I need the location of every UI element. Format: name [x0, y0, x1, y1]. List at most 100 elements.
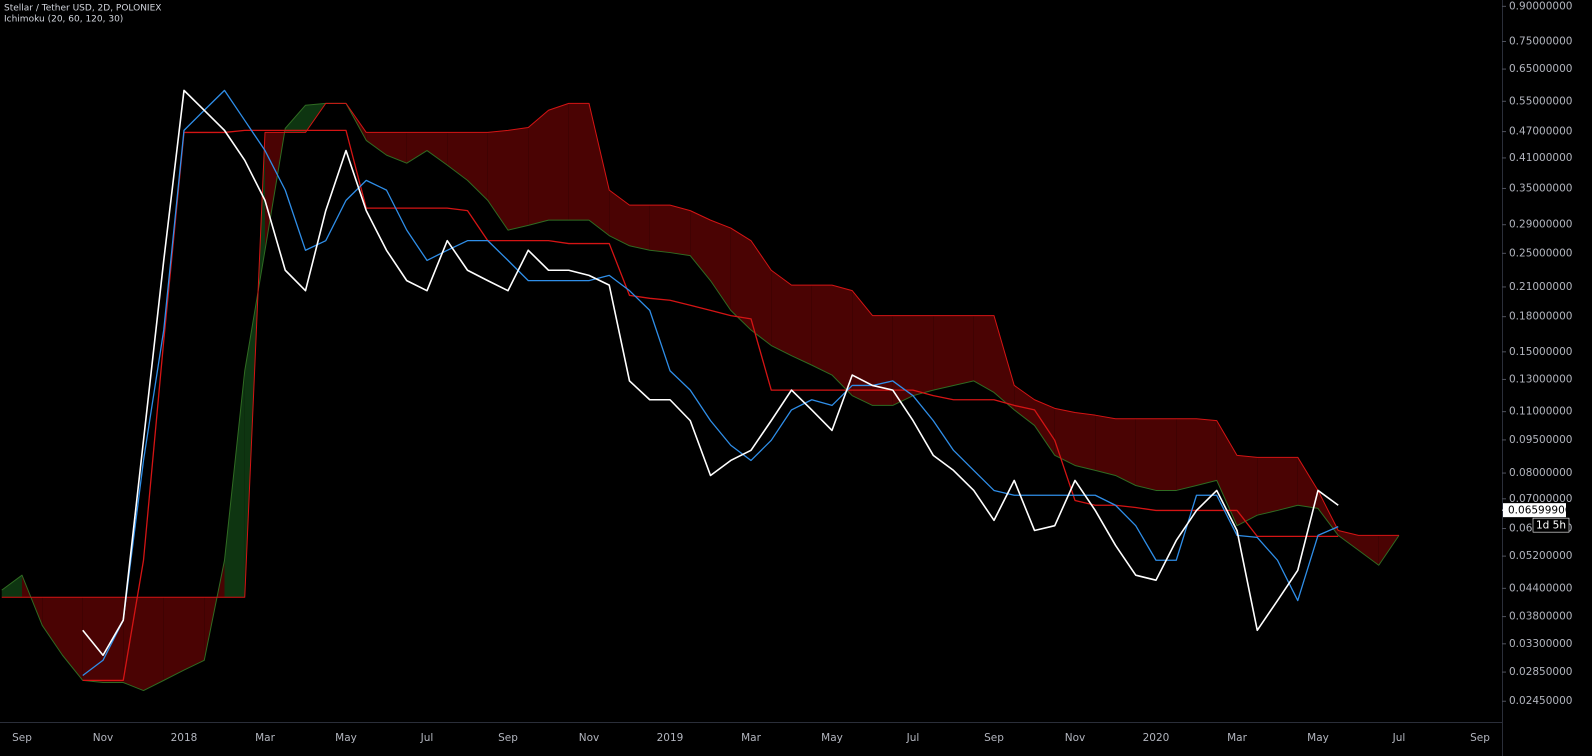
cloud-segment — [872, 315, 893, 406]
cloud-segment — [670, 205, 691, 256]
chart-title: Stellar / Tether USD, 2D, POLONIEX — [4, 4, 161, 14]
cloud-segment — [406, 132, 427, 164]
cloud-segment — [366, 132, 387, 156]
x-tick-label: Nov — [93, 732, 114, 744]
cloud-segment — [1297, 457, 1318, 509]
y-tick-label: 0.90000000 — [1509, 0, 1572, 12]
y-tick-label: 0.75000000 — [1509, 35, 1572, 47]
cloud-segment — [1115, 418, 1136, 486]
cloud-segment — [913, 315, 934, 396]
last-price-label: 0.06599906 — [1508, 505, 1572, 517]
cloud-segment — [1034, 399, 1055, 456]
cloud-segment — [163, 597, 184, 681]
cloud-segment — [1, 575, 22, 598]
y-tick-label: 0.08000000 — [1509, 467, 1572, 479]
plot-area — [1, 89, 1400, 692]
x-tick-label: Jul — [1392, 732, 1406, 744]
cloud-segment — [953, 315, 974, 386]
countdown-box — [1532, 517, 1570, 533]
y-tick-label: 0.41000000 — [1509, 152, 1572, 164]
y-tick-label: 0.02450000 — [1509, 695, 1572, 707]
y-tick-label: 0.13000000 — [1509, 373, 1572, 385]
y-tick-label: 0.02850000 — [1509, 666, 1572, 678]
cloud-segment — [751, 240, 772, 346]
indicator-line — [82, 89, 1339, 677]
cloud-segment — [1318, 490, 1339, 536]
indicator-line — [82, 129, 1339, 682]
x-tick-label: Jul — [420, 732, 434, 744]
x-tick-label: Sep — [498, 732, 518, 744]
y-tick-label: 0.09500000 — [1509, 434, 1572, 446]
indicator-title: Ichimoku (20, 60, 120, 30) — [4, 15, 123, 25]
cloud-segment — [1095, 415, 1116, 476]
y-tick-label: 0.04400000 — [1509, 582, 1572, 594]
cloud-segment — [224, 370, 245, 598]
cloud-segment — [528, 110, 549, 226]
cloud-segment — [852, 290, 873, 406]
cloud-segment — [933, 315, 954, 391]
x-tick-label: May — [1307, 732, 1329, 744]
x-tick-label: May — [335, 732, 357, 744]
cloud-segment — [143, 597, 164, 691]
cloud-segment — [184, 597, 205, 671]
y-tick-label: 0.65000000 — [1509, 63, 1572, 75]
cloud-segment — [1075, 412, 1096, 471]
y-tick-label: 0.07000000 — [1509, 493, 1572, 505]
cloud-segment — [285, 105, 306, 133]
cloud-segment — [82, 597, 103, 683]
x-tick-label: Jul — [906, 732, 920, 744]
cloud-segment — [1277, 457, 1298, 511]
y-tick-label: 0.11000000 — [1509, 406, 1572, 418]
cloud-segment — [1014, 385, 1035, 426]
x-tick-label: Nov — [579, 732, 600, 744]
cloud-segment — [568, 103, 589, 221]
cloud-segment — [589, 103, 610, 236]
y-tick-label: 0.29000000 — [1509, 219, 1572, 231]
y-tick-label: 0.18000000 — [1509, 311, 1572, 323]
cloud-segment — [609, 190, 630, 246]
cloud-segment — [1176, 418, 1197, 491]
x-tick-label: Sep — [1470, 732, 1490, 744]
cloud-segment — [42, 597, 63, 656]
cloud-segment — [427, 132, 448, 166]
cloud-segment — [730, 228, 751, 330]
cloud-segment — [1196, 418, 1217, 486]
cloud-segment — [791, 285, 812, 366]
cloud-segment — [1237, 455, 1258, 526]
x-tick-label: Sep — [984, 732, 1004, 744]
cloud-segment — [973, 315, 994, 393]
cloud-segment — [386, 132, 407, 164]
cloud-segment — [1135, 418, 1156, 491]
cloud-segment — [123, 597, 144, 691]
x-tick-label: Mar — [1227, 732, 1247, 744]
x-tick-label: Mar — [741, 732, 761, 744]
cloud-segment — [1257, 457, 1278, 516]
cloud-edge — [1, 102, 1399, 598]
last-price-box — [1503, 503, 1566, 518]
y-tick-label: 0.55000000 — [1509, 95, 1572, 107]
y-tick-label: 0.15000000 — [1509, 346, 1572, 358]
x-tick-label: Sep — [12, 732, 32, 744]
cloud-segment — [487, 130, 508, 231]
x-tick-label: Nov — [1065, 732, 1086, 744]
cloud-segment — [467, 132, 488, 201]
y-tick-label: 0.05200000 — [1509, 550, 1572, 562]
cloud-segment — [994, 315, 1015, 410]
cloud-segment — [548, 103, 569, 221]
x-tick-label: Mar — [255, 732, 275, 744]
cloud-segment — [832, 285, 853, 396]
x-tick-label: May — [821, 732, 843, 744]
cloud-segment — [649, 205, 670, 253]
cloud-segment — [629, 205, 650, 251]
cloud-segment — [771, 270, 792, 356]
x-tick-label: 2018 — [171, 732, 198, 744]
cloud-segment — [690, 210, 711, 281]
y-tick-label: 0.35000000 — [1509, 182, 1572, 194]
cloud-segment — [811, 285, 832, 376]
cloud-segment — [892, 315, 913, 406]
cloud-segment — [1156, 418, 1177, 491]
cloud-segment — [62, 597, 83, 681]
